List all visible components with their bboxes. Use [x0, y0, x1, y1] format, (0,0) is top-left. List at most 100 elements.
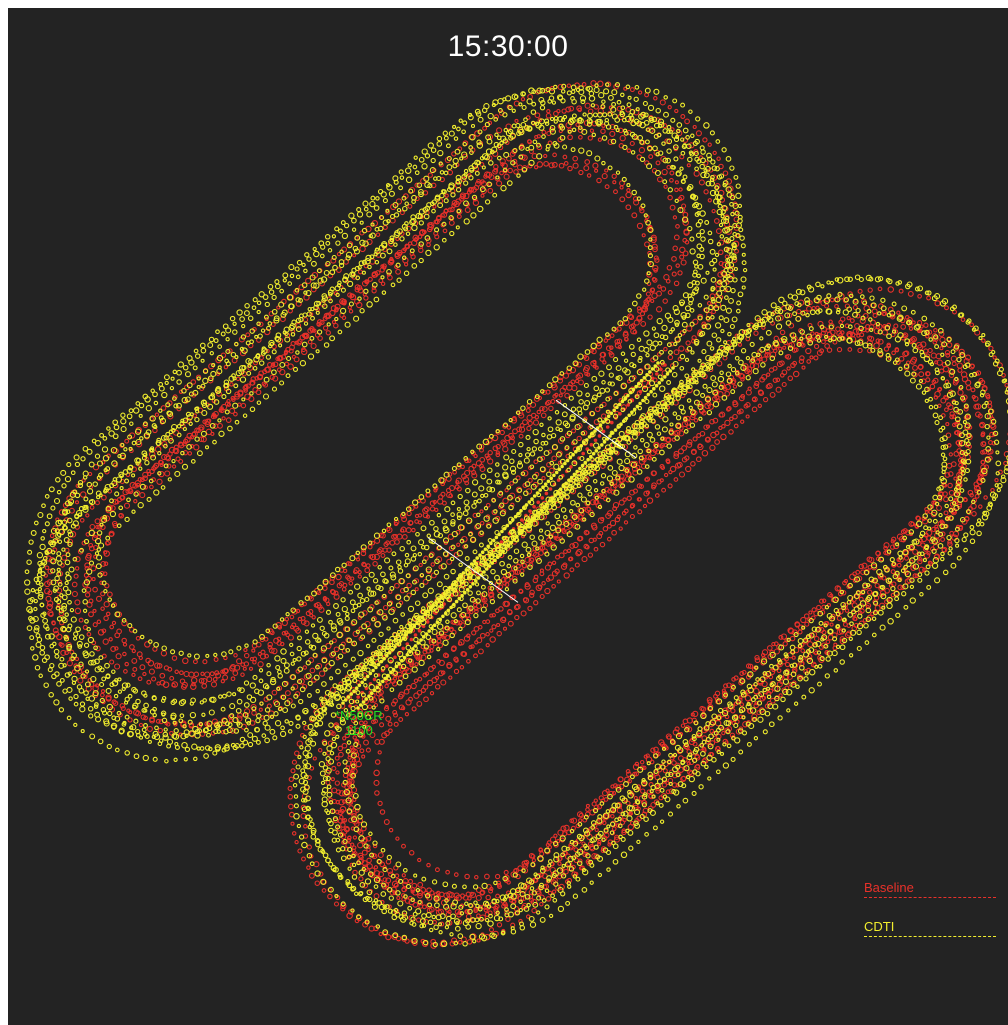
- track-point: [739, 702, 745, 707]
- track-point: [707, 198, 712, 203]
- track-point: [114, 663, 121, 670]
- track-point: [374, 790, 380, 796]
- track-point: [667, 354, 674, 361]
- track-point: [363, 295, 369, 301]
- track-point: [884, 587, 890, 594]
- track-point: [408, 898, 415, 906]
- track-point: [544, 401, 550, 406]
- track-point: [471, 630, 477, 636]
- track-point: [426, 679, 434, 687]
- track-point: [704, 739, 710, 745]
- track-point: [659, 741, 666, 748]
- track-point: [443, 170, 449, 176]
- track-point: [890, 569, 896, 575]
- track-point: [146, 725, 153, 732]
- track-point: [556, 579, 561, 584]
- track-point: [624, 336, 629, 342]
- track-point: [255, 389, 262, 396]
- track-point: [382, 224, 388, 230]
- track-point: [418, 539, 425, 546]
- track-point: [725, 186, 732, 193]
- track-point: [404, 938, 410, 944]
- track-point: [415, 656, 421, 661]
- track-point: [281, 298, 287, 305]
- track-point: [438, 494, 444, 500]
- track-point: [407, 605, 415, 613]
- track-point: [364, 279, 369, 284]
- track-point: [496, 630, 502, 637]
- track-point: [669, 170, 675, 176]
- track-point: [671, 256, 677, 262]
- track-point: [896, 533, 904, 540]
- track-point: [341, 828, 348, 835]
- track-point: [193, 444, 200, 451]
- track-point: [468, 531, 473, 537]
- track-point: [648, 154, 654, 160]
- track-point: [522, 597, 528, 602]
- track-point: [464, 207, 471, 213]
- track-point: [158, 459, 164, 465]
- track-point: [305, 672, 312, 679]
- track-point: [494, 873, 501, 880]
- track-point: [422, 672, 428, 678]
- track-point: [255, 717, 261, 724]
- track-point: [494, 132, 499, 138]
- track-point: [585, 807, 590, 812]
- track-point: [256, 713, 262, 719]
- track-point: [584, 506, 592, 513]
- track-point: [558, 883, 565, 891]
- track-point: [234, 391, 241, 398]
- track-point: [791, 655, 796, 660]
- track-point: [616, 326, 622, 332]
- track-point: [687, 156, 693, 163]
- track-point: [829, 297, 835, 303]
- track-point: [553, 84, 558, 90]
- track-point: [306, 693, 312, 698]
- track-point: [433, 569, 440, 576]
- track-point: [849, 336, 857, 343]
- track-point: [602, 436, 607, 441]
- track-point: [479, 509, 484, 514]
- track-point: [539, 593, 545, 600]
- track-point: [679, 166, 684, 171]
- track-point: [652, 277, 658, 283]
- track-point: [462, 141, 467, 147]
- track-point: [602, 112, 608, 118]
- track-point: [815, 305, 820, 310]
- track-point: [190, 379, 197, 385]
- track-point: [281, 631, 287, 636]
- track-point: [672, 729, 679, 736]
- track-point: [419, 582, 425, 588]
- track-point: [594, 168, 599, 173]
- track-point: [575, 122, 580, 128]
- track-point: [154, 412, 160, 417]
- track-point: [714, 439, 720, 445]
- track-point: [276, 685, 283, 691]
- track-point: [474, 608, 479, 614]
- track-point: [644, 477, 649, 482]
- track-point: [401, 706, 406, 711]
- track-point: [617, 127, 624, 134]
- track-point: [357, 649, 364, 657]
- track-point: [709, 444, 716, 451]
- track-point: [816, 604, 822, 611]
- track-point: [439, 170, 445, 175]
- track-point: [127, 717, 133, 723]
- track-point: [738, 408, 744, 414]
- track-point: [222, 674, 229, 681]
- track-point: [324, 262, 330, 268]
- track-point: [187, 451, 193, 456]
- track-point: [652, 246, 658, 253]
- track-point: [798, 328, 804, 334]
- track-point: [226, 398, 231, 404]
- track-point: [288, 776, 294, 782]
- track-point: [728, 272, 735, 279]
- track-point: [143, 702, 149, 709]
- track-point: [979, 422, 984, 428]
- track-point: [951, 361, 957, 367]
- track-point: [468, 578, 474, 584]
- track-point: [142, 671, 147, 677]
- track-point: [257, 661, 264, 668]
- track-point: [445, 487, 452, 494]
- track-point: [103, 561, 109, 567]
